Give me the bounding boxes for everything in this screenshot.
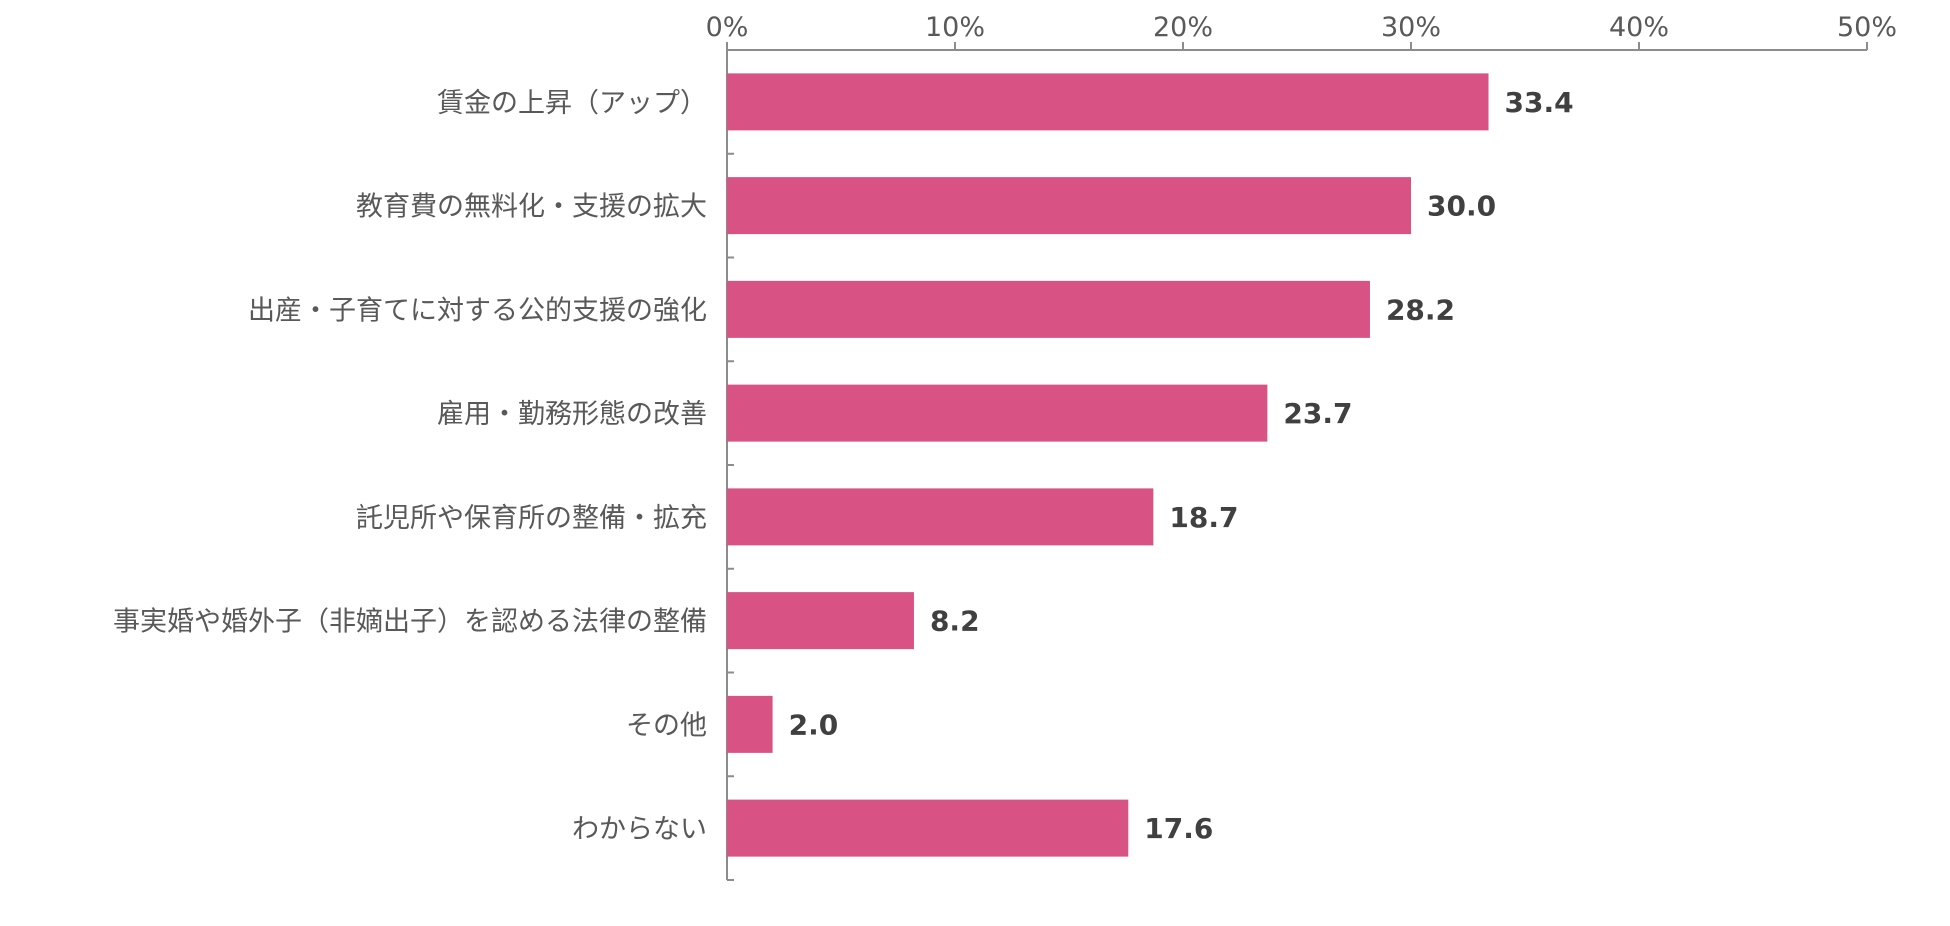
- x-tick-label: 40%: [1609, 12, 1669, 43]
- data-label: 28.2: [1386, 293, 1455, 326]
- bar: [727, 592, 914, 650]
- category-label: 事実婚や婚外子（非嫡出子）を認める法律の整備: [113, 607, 707, 638]
- bar: [727, 73, 1489, 131]
- bar: [727, 488, 1154, 546]
- category-label: 賃金の上昇（アップ）: [437, 88, 707, 119]
- bar-layer: [727, 73, 1489, 857]
- data-label: 2.0: [789, 708, 839, 741]
- category-label: 託児所や保育所の整備・拡充: [356, 503, 707, 534]
- x-tick-label: 20%: [1153, 12, 1213, 43]
- data-label: 30.0: [1427, 190, 1496, 223]
- bar: [727, 799, 1129, 857]
- label-layer: 賃金の上昇（アップ） 33.4 教育費の無料化・支援の拡大 30.0 出産・子育てに対す…: [113, 86, 1574, 845]
- data-label: 8.2: [930, 605, 980, 638]
- x-tick-label: 50%: [1837, 12, 1897, 43]
- bar: [727, 384, 1268, 442]
- category-label: その他: [626, 710, 707, 741]
- x-tick-label: 30%: [1381, 12, 1441, 43]
- data-label: 33.4: [1505, 86, 1574, 119]
- category-label: 出産・子育てに対する公的支援の強化: [248, 295, 707, 326]
- bar: [727, 177, 1411, 235]
- data-label: 17.6: [1144, 812, 1213, 845]
- bar: [727, 695, 773, 753]
- category-label: わからない: [572, 814, 707, 845]
- x-tick-label: 10%: [925, 12, 985, 43]
- category-label: 雇用・勤務形態の改善: [437, 399, 707, 430]
- data-label: 23.7: [1283, 397, 1352, 430]
- axis-layer: 0% 10% 20% 30% 40% 50%: [706, 12, 1897, 881]
- data-label: 18.7: [1169, 501, 1238, 534]
- bar: [727, 280, 1370, 338]
- category-label: 教育費の無料化・支援の拡大: [356, 192, 707, 223]
- x-tick-label: 0%: [706, 12, 749, 43]
